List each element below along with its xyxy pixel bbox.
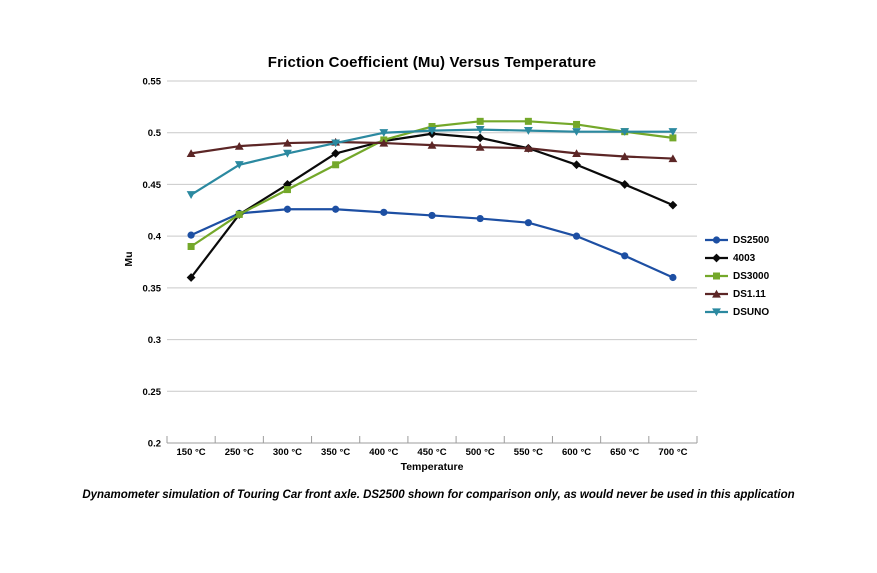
legend-item-DSUNO: DSUNO xyxy=(705,303,769,321)
data-point-DSUNO-700 °C xyxy=(668,128,678,136)
legend-item-DS3000: DS3000 xyxy=(705,267,769,285)
series-line-DSUNO xyxy=(189,128,675,196)
data-point-DS1.11-400 °C xyxy=(379,138,389,147)
legend-marker-shape xyxy=(712,289,721,298)
data-point-DSUNO-250 °C xyxy=(234,161,244,169)
legend-label: 4003 xyxy=(733,252,756,264)
x-tick-label: 150 °C xyxy=(177,447,206,458)
x-axis-label: Temperature xyxy=(400,461,464,473)
x-tick-label: 400 °C xyxy=(369,447,398,458)
y-tick-label: 0.5 xyxy=(148,128,162,139)
legend-item-DS1.11: DS1.11 xyxy=(705,285,769,303)
y-tick-label: 0.35 xyxy=(143,283,162,294)
data-point-DS2500-600 °C xyxy=(572,232,581,240)
legend-marker-shape xyxy=(713,272,720,280)
legend: DS2500 4003 DS3000 DS1.11 DSUNO xyxy=(705,231,769,321)
data-point-DS2500-350 °C xyxy=(332,205,340,213)
data-point-DS1.11-450 °C xyxy=(427,140,437,149)
data-point-DSUNO-400 °C xyxy=(379,129,389,137)
legend-marker-diamond-icon xyxy=(705,253,728,263)
legend-marker-shape xyxy=(712,308,721,317)
data-point-4003-700 °C xyxy=(668,200,678,210)
legend-marker-shape xyxy=(712,236,721,244)
data-point-4003-650 °C xyxy=(620,180,630,189)
legend-label: DS3000 xyxy=(733,270,770,282)
data-point-DSUNO-450 °C xyxy=(427,127,437,135)
data-point-DS2500-400 °C xyxy=(380,208,388,216)
legend-marker-triangle-up-icon xyxy=(705,289,728,298)
x-tick-label: 700 °C xyxy=(658,447,687,458)
legend-label: DS1.11 xyxy=(733,288,766,300)
data-point-DS3000-350 °C xyxy=(332,161,340,169)
x-tick-label: 650 °C xyxy=(610,447,639,458)
data-point-DS2500-650 °C xyxy=(621,252,629,260)
data-point-DS2500-700 °C xyxy=(669,273,677,282)
data-point-DSUNO-550 °C xyxy=(523,127,533,135)
data-point-DS1.11-150 °C xyxy=(186,149,196,157)
data-point-DS1.11-300 °C xyxy=(283,138,292,147)
x-tick-label: 350 °C xyxy=(321,447,350,458)
legend-item-DS2500: DS2500 xyxy=(705,231,769,249)
legend-item-4003: 4003 xyxy=(705,249,769,267)
chart-caption: Dynamometer simulation of Touring Car fr… xyxy=(82,489,795,501)
x-tick-label: 450 °C xyxy=(417,447,446,458)
data-point-DS1.11-600 °C xyxy=(572,149,581,157)
legend-marker-shape xyxy=(712,253,721,263)
data-point-4003-150 °C xyxy=(186,273,196,282)
y-tick-label: 0.25 xyxy=(143,387,162,398)
data-point-DS1.11-650 °C xyxy=(620,152,630,161)
data-point-DS3000-500 °C xyxy=(476,117,484,125)
data-point-DS2500-500 °C xyxy=(476,214,484,223)
data-point-DS3000-250 °C xyxy=(235,210,243,218)
data-point-DS2500-550 °C xyxy=(524,219,532,227)
series-line-DS2500 xyxy=(189,208,675,279)
data-point-4003-600 °C xyxy=(572,160,581,170)
legend-marker-square-icon xyxy=(705,272,728,280)
legend-marker-circle-icon xyxy=(705,236,728,244)
y-tick-label: 0.3 xyxy=(148,335,161,346)
data-point-DS3000-300 °C xyxy=(283,186,291,194)
y-tick-label: 0.55 xyxy=(143,77,162,88)
x-tick-label: 250 °C xyxy=(225,447,254,458)
legend-label: DSUNO xyxy=(733,306,770,318)
legend-label: DS2500 xyxy=(733,234,770,246)
x-tick-label: 300 °C xyxy=(273,447,302,458)
data-point-DSUNO-300 °C xyxy=(283,149,292,158)
y-tick-label: 0.45 xyxy=(143,180,162,191)
series-line-DS3000 xyxy=(189,120,675,248)
data-point-4003-500 °C xyxy=(475,133,485,143)
chart-title: Friction Coefficient (Mu) Versus Tempera… xyxy=(267,54,597,71)
data-point-DS3000-600 °C xyxy=(573,120,581,128)
data-point-DS2500-300 °C xyxy=(283,205,292,213)
data-point-DS1.11-550 °C xyxy=(523,144,533,152)
y-tick-label: 0.2 xyxy=(148,439,161,450)
x-tick-label: 550 °C xyxy=(514,447,543,458)
data-point-DS2500-150 °C xyxy=(187,231,195,239)
data-point-DS1.11-500 °C xyxy=(475,142,485,151)
x-tick-label: 600 °C xyxy=(562,447,591,458)
legend-marker-triangle-down-icon xyxy=(705,308,728,317)
data-point-DSUNO-650 °C xyxy=(620,128,630,136)
data-point-DS3000-150 °C xyxy=(187,242,195,250)
data-point-DS1.11-700 °C xyxy=(668,154,678,163)
data-point-DS1.11-250 °C xyxy=(234,141,244,150)
data-point-DS3000-450 °C xyxy=(428,123,436,131)
data-point-DSUNO-350 °C xyxy=(331,139,341,148)
data-point-4003-350 °C xyxy=(331,149,341,158)
data-point-DSUNO-600 °C xyxy=(572,128,581,136)
data-point-DSUNO-500 °C xyxy=(475,126,485,134)
data-point-DS3000-550 °C xyxy=(524,117,532,125)
y-tick-label: 0.4 xyxy=(148,232,162,243)
data-point-DSUNO-150 °C xyxy=(186,191,196,199)
data-point-DS3000-700 °C xyxy=(669,134,677,142)
x-tick-label: 500 °C xyxy=(466,447,495,458)
data-point-DS2500-450 °C xyxy=(428,211,436,220)
